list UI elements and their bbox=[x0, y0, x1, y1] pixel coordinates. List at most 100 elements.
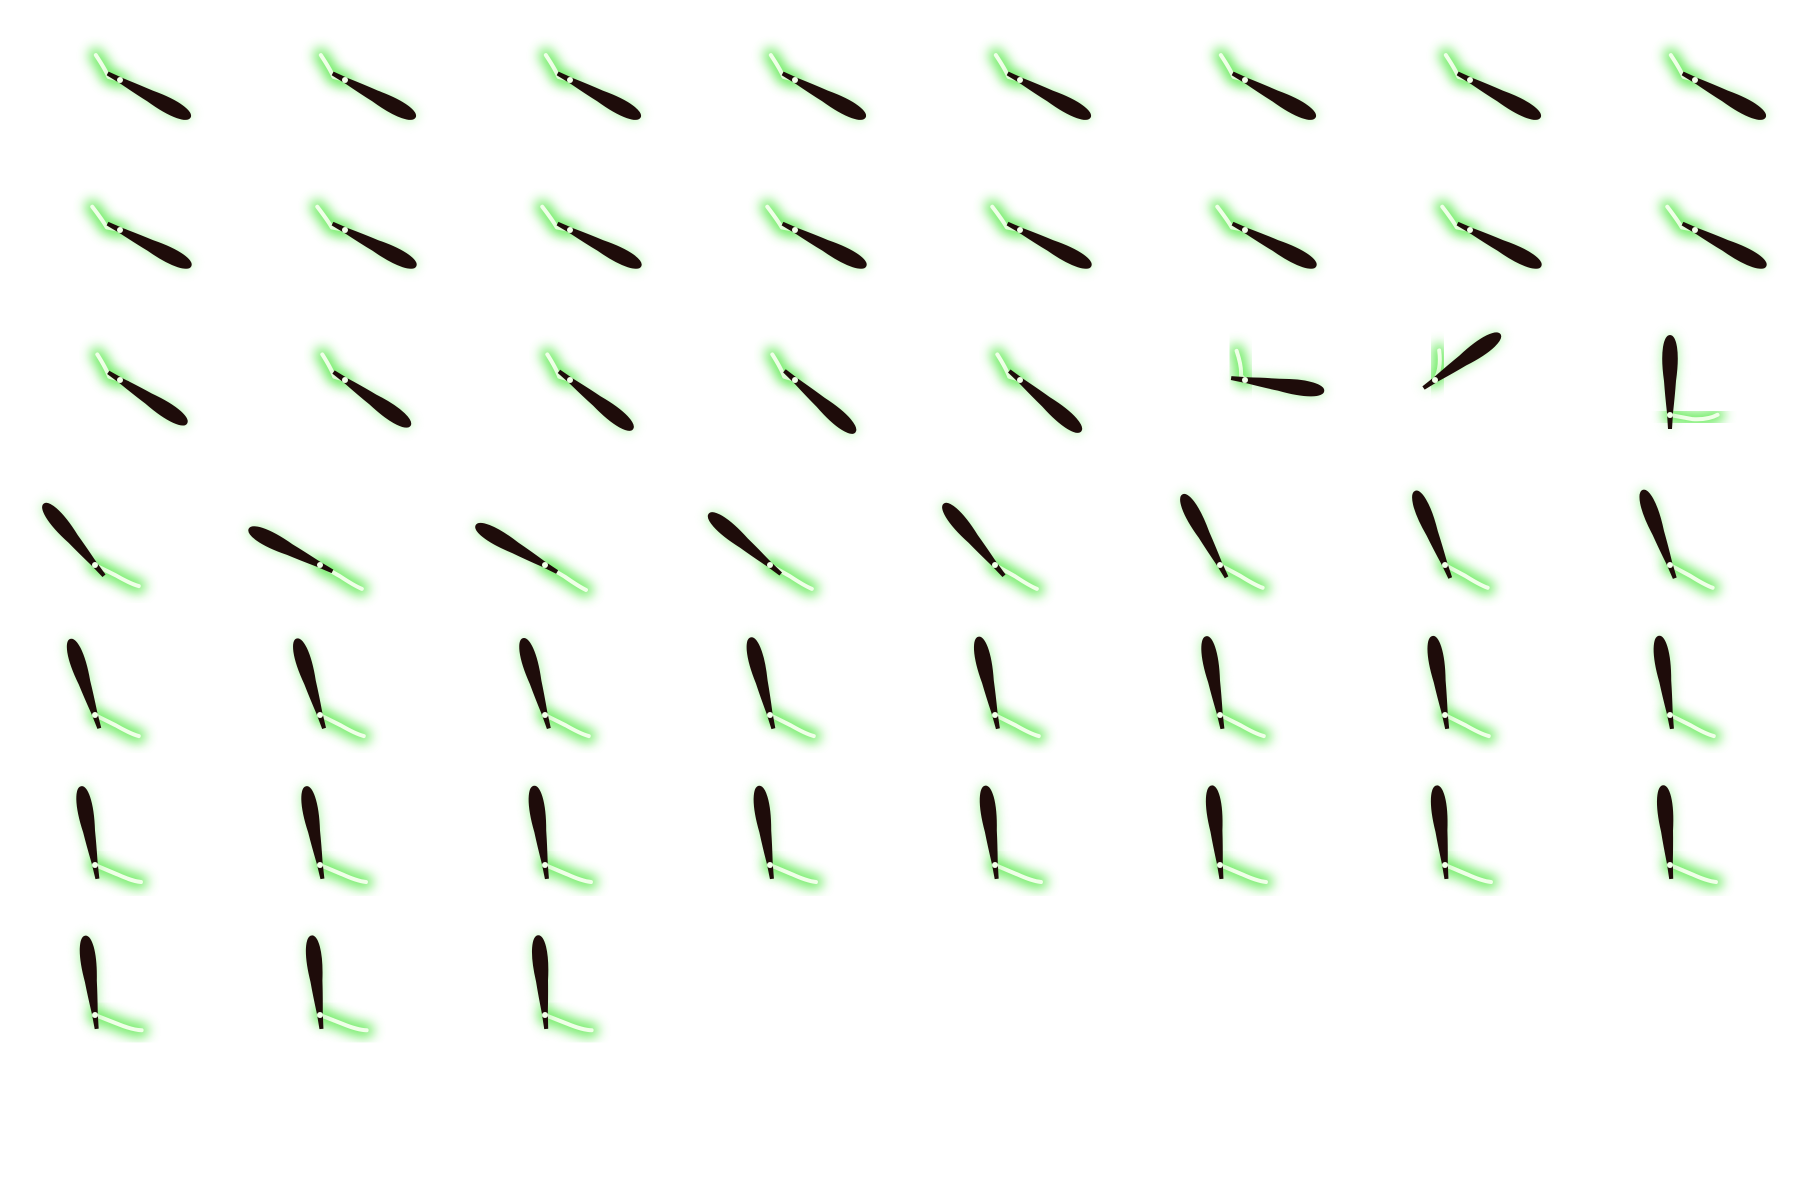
hand-glint bbox=[1442, 562, 1448, 568]
arm-core bbox=[993, 713, 1041, 739]
club-body bbox=[332, 370, 412, 428]
club bbox=[973, 636, 1000, 730]
club-body bbox=[1656, 785, 1674, 880]
club bbox=[1456, 221, 1542, 269]
club-body bbox=[942, 502, 1006, 578]
club-body bbox=[1430, 785, 1449, 880]
club bbox=[106, 71, 192, 120]
glowing-club-icon bbox=[528, 785, 598, 890]
club-body bbox=[519, 637, 551, 730]
glowing-club-icon bbox=[540, 347, 634, 431]
sprite-frame bbox=[0, 300, 225, 450]
club bbox=[557, 369, 634, 431]
arm-core bbox=[1668, 53, 1697, 82]
club bbox=[1412, 490, 1453, 579]
glowing-club-icon bbox=[985, 199, 1092, 269]
hand-glint bbox=[92, 712, 98, 718]
arm-core bbox=[543, 563, 588, 592]
hand-glint bbox=[567, 377, 573, 383]
hand-glint bbox=[1432, 377, 1438, 383]
sprite-frame bbox=[1575, 0, 1800, 150]
glowing-club-icon bbox=[990, 347, 1083, 433]
sprite-frame bbox=[675, 150, 900, 300]
club bbox=[248, 526, 334, 574]
sprite-frame bbox=[675, 450, 900, 600]
club-body bbox=[973, 636, 1000, 730]
sprite-frame bbox=[225, 300, 450, 450]
hand-glint bbox=[792, 377, 798, 383]
club bbox=[1006, 71, 1092, 120]
sprite-frame bbox=[1350, 750, 1575, 900]
sprite-frame bbox=[450, 0, 675, 150]
glowing-club-icon bbox=[301, 786, 373, 890]
club bbox=[781, 221, 867, 269]
club bbox=[1662, 335, 1678, 429]
glowing-club-icon bbox=[305, 935, 374, 1038]
glowing-club-icon bbox=[1663, 48, 1767, 120]
hand-glint bbox=[567, 77, 573, 83]
arm-core bbox=[1218, 863, 1268, 885]
hand-glint bbox=[1667, 712, 1673, 718]
club-body bbox=[107, 370, 188, 426]
club-body bbox=[106, 71, 192, 120]
club-body bbox=[1231, 71, 1317, 120]
hand-glint bbox=[1442, 712, 1448, 718]
club-body bbox=[475, 522, 559, 574]
sprite-frame bbox=[225, 900, 450, 1050]
arm-core bbox=[1668, 412, 1720, 422]
hand-glint bbox=[1467, 227, 1473, 233]
arm-core bbox=[1215, 204, 1247, 232]
sprite-frame bbox=[900, 300, 1125, 450]
club-body bbox=[783, 369, 857, 434]
glowing-club-icon bbox=[1427, 635, 1496, 744]
glowing-club-icon bbox=[475, 522, 593, 597]
club bbox=[781, 71, 867, 120]
arm-core bbox=[768, 53, 797, 82]
glowing-club-icon bbox=[1430, 785, 1498, 890]
club bbox=[1681, 71, 1767, 120]
club-body bbox=[1456, 221, 1542, 269]
hand-glint bbox=[542, 862, 548, 868]
hand-glint bbox=[542, 712, 548, 718]
club bbox=[1205, 785, 1224, 880]
club bbox=[1007, 369, 1083, 433]
arm-core bbox=[90, 204, 122, 232]
hand-glint bbox=[1467, 77, 1473, 83]
sprite-frame bbox=[450, 750, 675, 900]
sprite-frame bbox=[1125, 750, 1350, 900]
club bbox=[301, 786, 325, 880]
arm-core bbox=[1668, 863, 1718, 885]
sprite-frame bbox=[1575, 300, 1800, 450]
club-body bbox=[528, 785, 549, 880]
glowing-club-icon bbox=[988, 48, 1092, 120]
arm-core bbox=[1665, 204, 1697, 232]
club bbox=[746, 637, 776, 730]
hand-glint bbox=[1017, 77, 1023, 83]
club bbox=[1180, 493, 1229, 579]
sprite-frame bbox=[675, 0, 900, 150]
hand-glint bbox=[92, 562, 98, 568]
club bbox=[76, 786, 100, 880]
arm-core bbox=[93, 713, 141, 739]
glowing-club-icon bbox=[313, 48, 417, 120]
arm-core bbox=[540, 204, 572, 232]
glowing-club-icon bbox=[1438, 48, 1542, 120]
arm-core bbox=[770, 352, 797, 382]
club-body bbox=[1201, 636, 1225, 730]
club bbox=[1456, 71, 1542, 120]
club-body bbox=[1205, 785, 1224, 880]
sprite-frame bbox=[450, 450, 675, 600]
glowing-club-icon bbox=[1213, 48, 1317, 120]
club-body bbox=[106, 221, 192, 269]
club bbox=[1430, 785, 1449, 880]
sprite-frame bbox=[1125, 300, 1350, 450]
arm-core bbox=[995, 352, 1022, 382]
club-body bbox=[1427, 635, 1450, 730]
glowing-club-icon bbox=[753, 785, 823, 890]
hand-glint bbox=[792, 227, 798, 233]
arm-core bbox=[1234, 348, 1247, 382]
arm-core bbox=[543, 53, 572, 82]
glowing-club-icon bbox=[66, 638, 146, 744]
arm-core bbox=[1218, 53, 1247, 82]
club bbox=[305, 935, 324, 1030]
